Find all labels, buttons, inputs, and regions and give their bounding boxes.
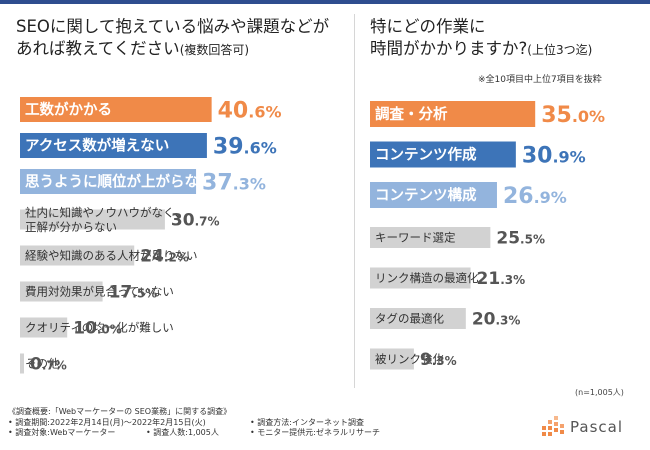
right-title-line1: 特にどの作業に <box>370 17 486 36</box>
value-label-left-6: 10.0% <box>73 319 122 339</box>
bar-right-1 <box>370 141 516 168</box>
bar-left-0 <box>20 97 212 122</box>
value-label-left-0: 40.6% <box>218 99 282 124</box>
value-label-left-4: 24.2% <box>140 247 189 267</box>
bar-right-6 <box>370 348 414 370</box>
bar-right-3 <box>370 227 491 248</box>
bar-left-6 <box>20 317 68 338</box>
left-title-line2: あれば教えてください <box>16 39 180 58</box>
value-label-left-1: 39.6% <box>213 135 277 160</box>
value-label-left-7: 0.7% <box>30 355 67 375</box>
pascal-logo-icon <box>542 416 564 436</box>
bar-left-3 <box>20 209 165 230</box>
right-title-suffix: (上位3つ迄) <box>527 43 593 57</box>
value-label-left-2: 37.3% <box>202 171 266 196</box>
category-label-left-7: その他 <box>25 357 60 371</box>
bar-right-0 <box>370 101 536 127</box>
header-accent-line <box>0 0 650 4</box>
value-label-left-3: 30.7% <box>171 211 220 231</box>
left-chart-title: SEOに関して抱えている悩みや課題などが あれば教えてください(複数回答可) <box>16 16 329 61</box>
bar-left-1 <box>20 133 207 158</box>
right-chart-title: 特にどの作業に 時間がかかりますか?(上位3つ迄) <box>370 16 592 61</box>
bar-left-2 <box>20 169 197 194</box>
pascal-logo: Pascal <box>540 414 623 440</box>
value-label-left-5: 17.5% <box>109 283 158 303</box>
category-label-right-1: コンテンツ作成 <box>375 146 477 164</box>
survey-method: • 調査方法:インターネット調査 <box>250 417 364 427</box>
category-label-left-0: 工数がかかる <box>25 101 112 119</box>
survey-monitor-provider: • モニター提供元:ゼネラルリサーチ <box>250 428 380 437</box>
bar-left-4 <box>20 245 135 266</box>
category-label-right-0: 調査・分析 <box>375 105 448 123</box>
respondent-count: (n=1,005人) <box>575 388 624 397</box>
category-label-left-2: 思うように順位が上がらない <box>25 173 214 191</box>
survey-sample-size: • 調査人数:1,005人 <box>146 428 219 437</box>
value-label-right-2: 26.9% <box>503 184 567 209</box>
bar-right-4 <box>370 267 471 289</box>
bar-left-7 <box>20 353 24 374</box>
bar-right-2 <box>370 182 497 208</box>
right-title-line2: 時間がかかりますか? <box>370 39 528 58</box>
category-label-left-6: クオリティの均一化が難しい <box>25 321 174 335</box>
left-title-line1: SEOに関して抱えている悩みや課題などが <box>16 17 330 36</box>
category-label-right-2: コンテンツ構成 <box>375 186 477 204</box>
value-label-right-3: 25.5% <box>496 229 545 249</box>
category-label-right-5: タグの最適化 <box>375 312 444 326</box>
category-label-right-3: キーワード選定 <box>375 231 456 245</box>
left-title-suffix: (複数回答可) <box>179 43 250 57</box>
survey-overview: 《調査概要:「Webマーケーターの SEO業務」に関する調査》 • 調査期間:2… <box>8 407 380 439</box>
bar-left-5 <box>20 281 103 302</box>
bar-charts: 工数がかかる 40.6%アクセス数が増えない 39.6%思うように順位が上がらない3… <box>20 97 605 375</box>
category-label-right-4: リンク構造の最適化 <box>375 271 479 285</box>
survey-target: • 調査対象:Webマーケーター <box>8 428 116 437</box>
category-label-left-4: 経験や知識のある人材が足りない <box>25 249 198 263</box>
pascal-logo-text: Pascal <box>570 418 623 436</box>
category-label-right-6: 被リンク強化 <box>375 352 444 366</box>
survey-period: • 調査期間:2022年2月14日(月)〜2022年2月15日(火) <box>8 417 206 427</box>
survey-overview-heading: 《調査概要:「Webマーケーターの SEO業務」に関する調査》 <box>8 407 232 416</box>
bar-right-5 <box>370 308 466 329</box>
value-label-right-5: 20.3% <box>472 310 521 330</box>
value-label-right-0: 35.0% <box>541 103 605 128</box>
category-label-left-1: アクセス数が増えない <box>25 137 169 155</box>
category-label-left-5: 費用対効果が見合っていない <box>25 285 174 299</box>
value-label-right-6: 9.3% <box>420 350 457 370</box>
panel-divider <box>354 14 355 388</box>
value-label-right-1: 30.9% <box>522 144 586 169</box>
selection-note: ※全10項目中上位7項目を抜粋 <box>478 75 602 85</box>
category-label-left-3: 社内に知識やノウハウがなく、正解が分からない <box>25 205 186 234</box>
value-label-right-4: 21.3% <box>477 269 526 289</box>
